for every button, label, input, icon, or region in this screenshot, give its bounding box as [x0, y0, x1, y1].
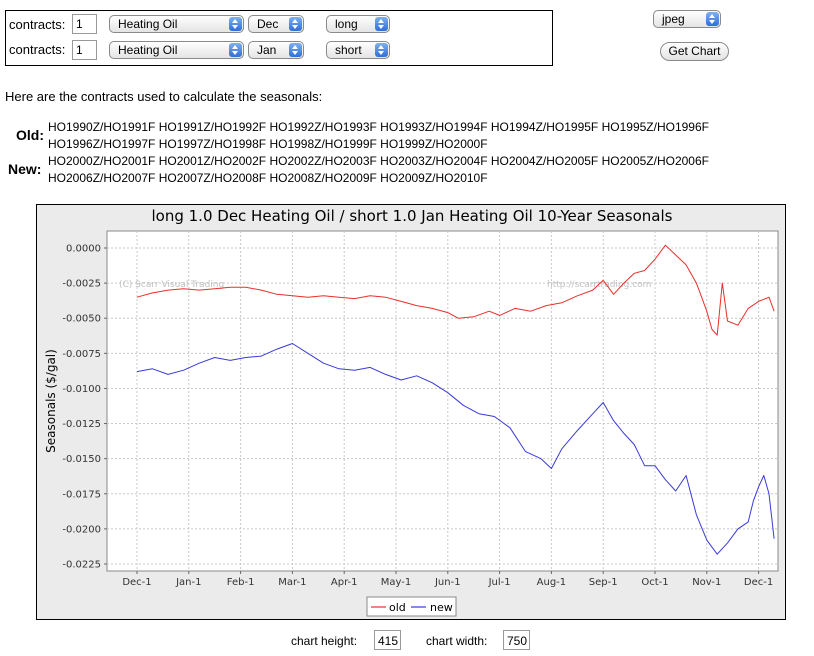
y-axis-ticks: 0.0000 -0.0025 -0.0050 -0.0075 -0.0100 -0.012… [62, 244, 107, 571]
updown-arrow-icon [375, 43, 388, 57]
commodity-select-2[interactable]: Heating Oil [109, 41, 244, 59]
commodity-select-1-value: Heating Oil [118, 17, 177, 31]
old-contracts: HO1990Z/HO1991F HO1991Z/HO1992F HO1992Z/… [48, 119, 709, 152]
updown-arrow-icon [289, 17, 302, 31]
x-tick-label: May-1 [381, 577, 411, 588]
watermark-right: http://scarrtrading.com [547, 280, 651, 290]
x-tick-label: Dec-1 [744, 577, 773, 588]
y-tick-label: -0.0225 [62, 560, 101, 571]
chart-svg: long 1.0 Dec Heating Oil / short 1.0 Jan… [37, 205, 785, 619]
new-contracts: HO2000Z/HO2001F HO2001Z/HO2002F HO2002Z/… [48, 153, 709, 186]
format-select[interactable]: jpeg [653, 10, 721, 28]
side-select-2[interactable]: short [326, 41, 390, 59]
old-contracts-line-1: HO1990Z/HO1991F HO1991Z/HO1992F HO1992Z/… [48, 119, 709, 136]
updown-arrow-icon [375, 17, 388, 31]
new-contracts-line-1: HO2000Z/HO2001F HO2001Z/HO2002F HO2002Z/… [48, 153, 709, 170]
x-tick-label: Feb-1 [227, 577, 255, 588]
y-tick-label: -0.0025 [62, 279, 101, 290]
get-chart-button[interactable]: Get Chart [660, 42, 729, 61]
updown-arrow-icon [289, 43, 302, 57]
x-tick-label: Sep-1 [589, 577, 618, 588]
seasonals-chart: long 1.0 Dec Heating Oil / short 1.0 Jan… [36, 204, 786, 620]
side-select-1-value: long [335, 17, 358, 31]
y-tick-label: -0.0200 [62, 524, 101, 535]
x-tick-label: Mar-1 [278, 577, 306, 588]
month-select-2[interactable]: Jan [248, 41, 304, 59]
y-tick-label: -0.0075 [62, 349, 101, 360]
contracts-label-1: contracts: [9, 17, 65, 32]
y-tick-label: -0.0100 [62, 384, 101, 395]
side-select-2-value: short [335, 43, 362, 57]
updown-arrow-icon [229, 17, 242, 31]
month-select-1-value: Dec [257, 17, 278, 31]
x-tick-label: Dec-1 [122, 577, 151, 588]
chart-title: long 1.0 Dec Heating Oil / short 1.0 Jan… [152, 207, 673, 225]
y-tick-label: -0.0050 [62, 314, 101, 325]
y-tick-label: -0.0125 [62, 419, 101, 430]
legend-new-label: new [430, 601, 453, 614]
contracts-intro: Here are the contracts used to calculate… [5, 89, 322, 104]
legend-old-label: old [389, 601, 406, 614]
chart-height-label: chart height: [291, 634, 357, 648]
y-tick-label: 0.0000 [66, 244, 101, 255]
x-axis-ticks: Dec-1 Jan-1 Feb-1 Mar-1 Apr-1 May-1 Jun-1 Jul-1… [122, 571, 773, 588]
qty-input-1[interactable]: 1 [72, 14, 97, 34]
new-label: New: [8, 161, 41, 177]
month-select-1[interactable]: Dec [248, 15, 304, 33]
x-tick-label: Nov-1 [692, 577, 721, 588]
old-label: Old: [16, 127, 44, 143]
x-tick-label: Jan-1 [175, 577, 201, 588]
qty-input-2[interactable]: 1 [72, 40, 97, 60]
chart-width-label: chart width: [426, 634, 487, 648]
contracts-label-2: contracts: [9, 42, 65, 57]
old-contracts-line-2: HO1996Z/HO1997F HO1997Z/HO1998F HO1998Z/… [48, 136, 709, 153]
format-select-value: jpeg [662, 12, 685, 26]
chart-height-input[interactable]: 415 [374, 630, 401, 650]
new-contracts-line-2: HO2006Z/HO2007F HO2007Z/HO2008F HO2008Z/… [48, 170, 709, 187]
x-tick-label: Jun-1 [434, 577, 461, 588]
legend: old new [367, 597, 456, 616]
x-tick-label: Aug-1 [537, 577, 567, 588]
chart-width-input[interactable]: 750 [503, 630, 530, 650]
month-select-2-value: Jan [257, 43, 276, 57]
y-tick-label: -0.0150 [62, 454, 101, 465]
commodity-select-2-value: Heating Oil [118, 43, 177, 57]
x-tick-label: Oct-1 [641, 577, 668, 588]
side-select-1[interactable]: long [326, 15, 390, 33]
x-tick-label: Apr-1 [331, 577, 358, 588]
x-tick-label: Jul-1 [488, 577, 511, 588]
watermark-left: (C) Scarr Visual Trading [119, 280, 224, 290]
commodity-select-1[interactable]: Heating Oil [109, 15, 244, 33]
updown-arrow-icon [229, 43, 242, 57]
y-axis-label: Seasonals ($/gal) [44, 349, 58, 453]
y-tick-label: -0.0175 [62, 489, 101, 500]
updown-arrow-icon [706, 12, 719, 26]
